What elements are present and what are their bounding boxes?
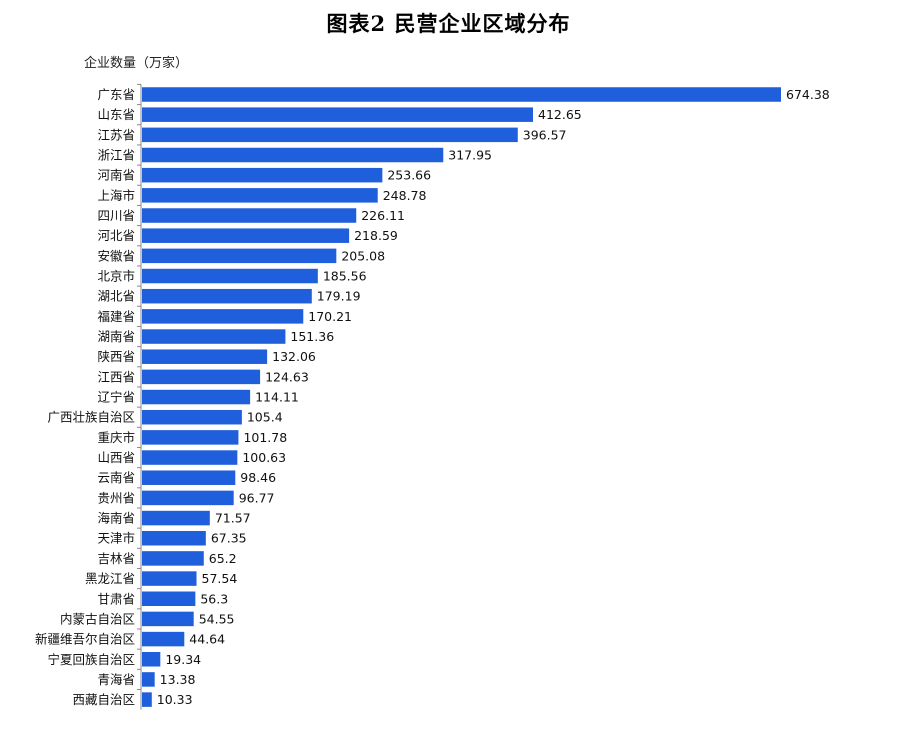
category-label: 上海市 <box>97 188 135 203</box>
bar <box>142 309 304 324</box>
category-label: 浙江省 <box>97 148 135 163</box>
category-label: 山西省 <box>97 450 135 465</box>
bar <box>142 631 185 647</box>
category-label: 四川省 <box>97 208 135 223</box>
category-label: 西藏自治区 <box>72 692 135 707</box>
bar <box>142 329 286 344</box>
bar <box>142 349 268 364</box>
data-label: 132.06 <box>272 349 316 364</box>
data-label: 179.19 <box>317 289 361 304</box>
data-label: 67.35 <box>211 531 247 546</box>
bar <box>142 248 337 264</box>
bar <box>142 672 155 687</box>
bar <box>142 409 242 425</box>
category-label: 陕西省 <box>97 349 135 364</box>
data-label: 396.57 <box>523 127 567 142</box>
bar <box>142 268 318 284</box>
data-label: 170.21 <box>308 309 352 324</box>
bar <box>142 530 206 546</box>
category-label: 辽宁省 <box>97 390 135 405</box>
bar <box>142 692 152 707</box>
data-label: 412.65 <box>538 107 582 122</box>
data-label: 124.63 <box>265 369 309 384</box>
bar <box>142 510 210 526</box>
bar <box>142 228 350 243</box>
data-label: 57.54 <box>202 571 238 586</box>
category-label: 北京市 <box>97 269 135 284</box>
chart-title: 图表2 民营企业区域分布 <box>326 11 571 36</box>
data-label: 100.63 <box>242 450 286 465</box>
category-label: 山东省 <box>97 107 135 122</box>
data-label: 218.59 <box>354 228 398 243</box>
data-label: 114.11 <box>255 390 299 405</box>
category-label: 天津市 <box>97 531 135 546</box>
bar <box>142 188 378 203</box>
data-label: 13.38 <box>160 672 196 687</box>
data-label: 101.78 <box>243 430 287 445</box>
bar <box>142 450 238 465</box>
category-label: 重庆市 <box>97 430 135 445</box>
category-label: 云南省 <box>97 470 135 485</box>
category-label: 广东省 <box>97 87 135 102</box>
category-label: 广西壮族自治区 <box>47 410 135 425</box>
category-label: 新疆维吾尔自治区 <box>35 632 135 647</box>
bar <box>142 430 239 445</box>
category-label: 江苏省 <box>97 127 135 142</box>
data-label: 205.08 <box>341 248 385 263</box>
category-label: 海南省 <box>97 511 135 526</box>
data-label: 317.95 <box>448 148 492 163</box>
data-label: 56.3 <box>200 591 228 606</box>
data-label: 71.57 <box>215 511 251 526</box>
data-label: 253.66 <box>387 168 431 183</box>
data-label: 226.11 <box>361 208 405 223</box>
category-label: 湖南省 <box>97 329 135 344</box>
bar <box>142 127 518 143</box>
bar <box>142 611 194 627</box>
data-label: 151.36 <box>290 329 334 344</box>
bar <box>142 107 534 122</box>
data-label: 674.38 <box>786 87 830 102</box>
axis-unit-label: 企业数量（万家） <box>84 56 189 71</box>
category-label: 福建省 <box>97 309 135 324</box>
bar <box>142 470 236 485</box>
category-label: 江西省 <box>97 369 135 384</box>
bar <box>142 147 444 163</box>
category-label: 宁夏回族自治区 <box>47 652 135 667</box>
category-label: 安徽省 <box>97 248 135 263</box>
category-label: 湖北省 <box>97 289 135 304</box>
data-label: 248.78 <box>383 188 427 203</box>
bar <box>142 87 781 102</box>
data-label: 98.46 <box>240 470 276 485</box>
data-label: 96.77 <box>239 490 275 505</box>
bar <box>142 369 261 385</box>
category-label: 甘肃省 <box>97 591 135 606</box>
bar <box>142 571 197 586</box>
bar <box>142 551 204 566</box>
bar <box>142 490 234 506</box>
bar <box>142 389 251 405</box>
data-label: 105.4 <box>247 410 283 425</box>
category-label: 河北省 <box>97 228 135 243</box>
category-label: 青海省 <box>97 672 135 687</box>
data-label: 10.33 <box>157 692 193 707</box>
bar <box>142 591 196 606</box>
category-label: 贵州省 <box>97 490 135 505</box>
category-label: 河南省 <box>97 168 135 183</box>
category-label: 吉林省 <box>97 551 135 566</box>
data-label: 185.56 <box>323 269 367 284</box>
bar <box>142 208 357 223</box>
bar <box>142 167 383 183</box>
data-label: 44.64 <box>189 632 225 647</box>
bar <box>142 288 312 304</box>
category-label: 黑龙江省 <box>85 571 135 586</box>
data-label: 65.2 <box>209 551 237 566</box>
category-label: 内蒙古自治区 <box>60 611 135 626</box>
data-label: 54.55 <box>199 611 235 626</box>
data-label: 19.34 <box>165 652 201 667</box>
bar <box>142 652 161 667</box>
